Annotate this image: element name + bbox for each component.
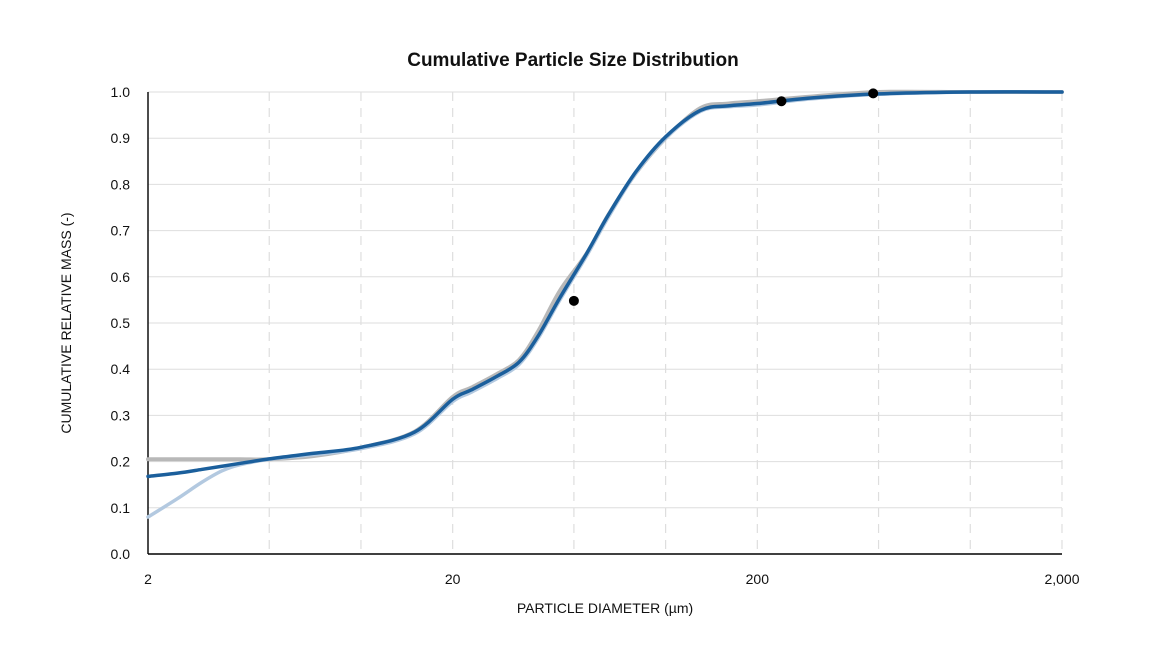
series-group	[146, 89, 1064, 519]
y-tick-label: 0.6	[111, 269, 131, 285]
y-tick-label: 0.8	[111, 176, 131, 192]
y-tick-label: 0.2	[111, 454, 131, 470]
y-tick-label: 0.3	[111, 407, 131, 423]
y-tick-label: 0.7	[111, 223, 131, 239]
y-tick-label: 0.4	[111, 361, 131, 377]
x-tick-label: 200	[746, 571, 770, 587]
data-point-marker	[568, 295, 579, 306]
data-point-marker	[776, 96, 787, 107]
y-tick-label: 0.1	[111, 500, 131, 516]
markers-group	[568, 88, 879, 306]
y-axis-label: CUMULATIVE RELATIVE MASS (-)	[58, 212, 74, 433]
y-tick-label: 0.9	[111, 130, 131, 146]
grid	[148, 91, 1063, 554]
x-tick-label: 2,000	[1044, 571, 1079, 587]
x-axis-label: PARTICLE DIAMETER (µm)	[517, 600, 693, 616]
series-line-3	[146, 90, 1064, 479]
chart-title: Cumulative Particle Size Distribution	[407, 50, 739, 71]
y-tick-label: 0.5	[111, 315, 131, 331]
x-tick-label: 2	[144, 571, 152, 587]
series-line-1	[146, 89, 1064, 462]
tick-labels: 0.0 0.1 0.2 0.3 0.4 0.5 0.6 0.7 0.8 0.9 1.0 2 20 200 2…	[111, 84, 1080, 587]
series-line-2	[146, 90, 1064, 519]
x-tick-label: 20	[445, 571, 461, 587]
y-tick-label: 0.0	[111, 546, 131, 562]
y-tick-label: 1.0	[111, 84, 131, 100]
data-point-marker	[868, 88, 879, 99]
